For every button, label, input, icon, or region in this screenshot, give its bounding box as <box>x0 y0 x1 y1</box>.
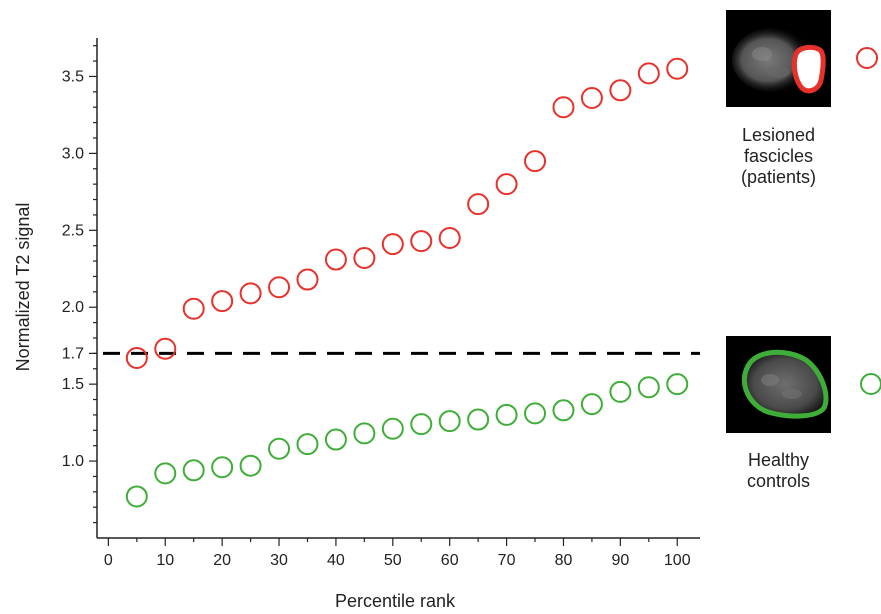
lesioned-point <box>182 297 205 320</box>
healthy-point <box>467 408 490 431</box>
healthy-point <box>524 402 547 425</box>
healthy-point <box>580 393 603 416</box>
x-tick-label: 20 <box>213 552 231 569</box>
x-tick-label: 100 <box>664 552 691 569</box>
x-tick-label: 90 <box>611 552 629 569</box>
healthy-fascicle-mri-thumbnail <box>726 336 831 433</box>
legend-marker-lesioned <box>856 47 878 69</box>
lesioned-point <box>580 87 603 109</box>
y-tick-label: 1.0 <box>62 453 84 470</box>
x-axis-title: Percentile rank <box>335 591 456 611</box>
healthy-point <box>552 399 575 422</box>
x-tick-label: 60 <box>441 552 459 569</box>
healthy-point <box>353 422 376 445</box>
healthy-point <box>381 417 404 440</box>
lesioned-point <box>154 337 177 360</box>
y-tick-label: 3.5 <box>62 68 84 85</box>
lesioned-point <box>239 282 262 305</box>
y-axis: 1.0 1.5 1.7 2.0 2.5 3.0 3.5 <box>62 38 98 538</box>
healthy-point <box>324 428 347 451</box>
lesioned-point <box>353 247 376 269</box>
healthy-mri-image <box>741 349 829 419</box>
lesioned-point <box>495 173 518 196</box>
lesioned-point <box>410 230 433 253</box>
legend-lesioned-line-1: Lesioned <box>741 125 816 145</box>
x-tick-label: 80 <box>555 552 573 569</box>
healthy-point <box>211 456 234 479</box>
y-tick-label: 1.5 <box>62 376 84 393</box>
legend-label-lesioned: Lesioned fascicles (patients) <box>726 125 831 188</box>
healthy-point <box>239 454 262 477</box>
lesioned-point <box>211 290 234 313</box>
lesioned-point <box>467 193 490 216</box>
y-tick-label: 1.7 <box>62 345 84 362</box>
y-tick-label: 2.0 <box>62 299 84 316</box>
legend-healthy-line-1: Healthy <box>747 450 810 470</box>
healthy-point <box>154 462 177 485</box>
y-tick-label: 2.5 <box>62 222 84 239</box>
healthy-point <box>666 373 689 396</box>
y-axis-title: Normalized T2 signal <box>13 203 33 372</box>
legend-label-healthy: Healthy controls <box>726 450 831 492</box>
data-points <box>125 57 689 508</box>
legend-marker-healthy <box>860 373 881 395</box>
healthy-point <box>268 437 291 460</box>
x-tick-label: 0 <box>104 552 113 569</box>
legend-healthy-line-2: controls <box>746 471 811 491</box>
lesioned-point <box>637 62 660 85</box>
healthy-point <box>182 459 205 482</box>
y-tick-label: 3.0 <box>62 145 84 162</box>
legend-markers <box>856 47 881 395</box>
lesion-mri-thumbnail <box>726 10 831 107</box>
lesioned-point <box>552 96 575 119</box>
x-tick-label: 40 <box>327 552 345 569</box>
lesioned-point <box>524 150 547 173</box>
healthy-point <box>125 485 148 508</box>
lesioned-point <box>438 227 461 249</box>
healthy-point <box>296 433 319 456</box>
healthy-point <box>495 403 518 426</box>
healthy-point <box>609 380 632 403</box>
x-tick-label: 70 <box>498 552 516 569</box>
legend-lesioned-line-2: fascicles <box>743 146 814 166</box>
lesioned-point <box>296 268 319 291</box>
x-tick-label: 50 <box>384 552 402 569</box>
lesioned-point <box>381 233 404 256</box>
lesioned-point <box>324 248 347 271</box>
healthy-point <box>438 410 461 433</box>
healthy-point <box>637 376 660 399</box>
x-tick-label: 10 <box>156 552 174 569</box>
x-tick-label: 30 <box>270 552 288 569</box>
x-axis: 0 10 20 30 40 50 60 70 80 90 100 <box>97 537 700 569</box>
lesioned-point <box>666 57 689 80</box>
lesioned-point <box>609 79 632 102</box>
healthy-point <box>410 413 433 436</box>
legend-lesioned-line-3: (patients) <box>740 167 817 187</box>
lesioned-point <box>125 347 148 369</box>
lesion-mri-image <box>732 28 826 94</box>
lesioned-point <box>268 276 291 299</box>
